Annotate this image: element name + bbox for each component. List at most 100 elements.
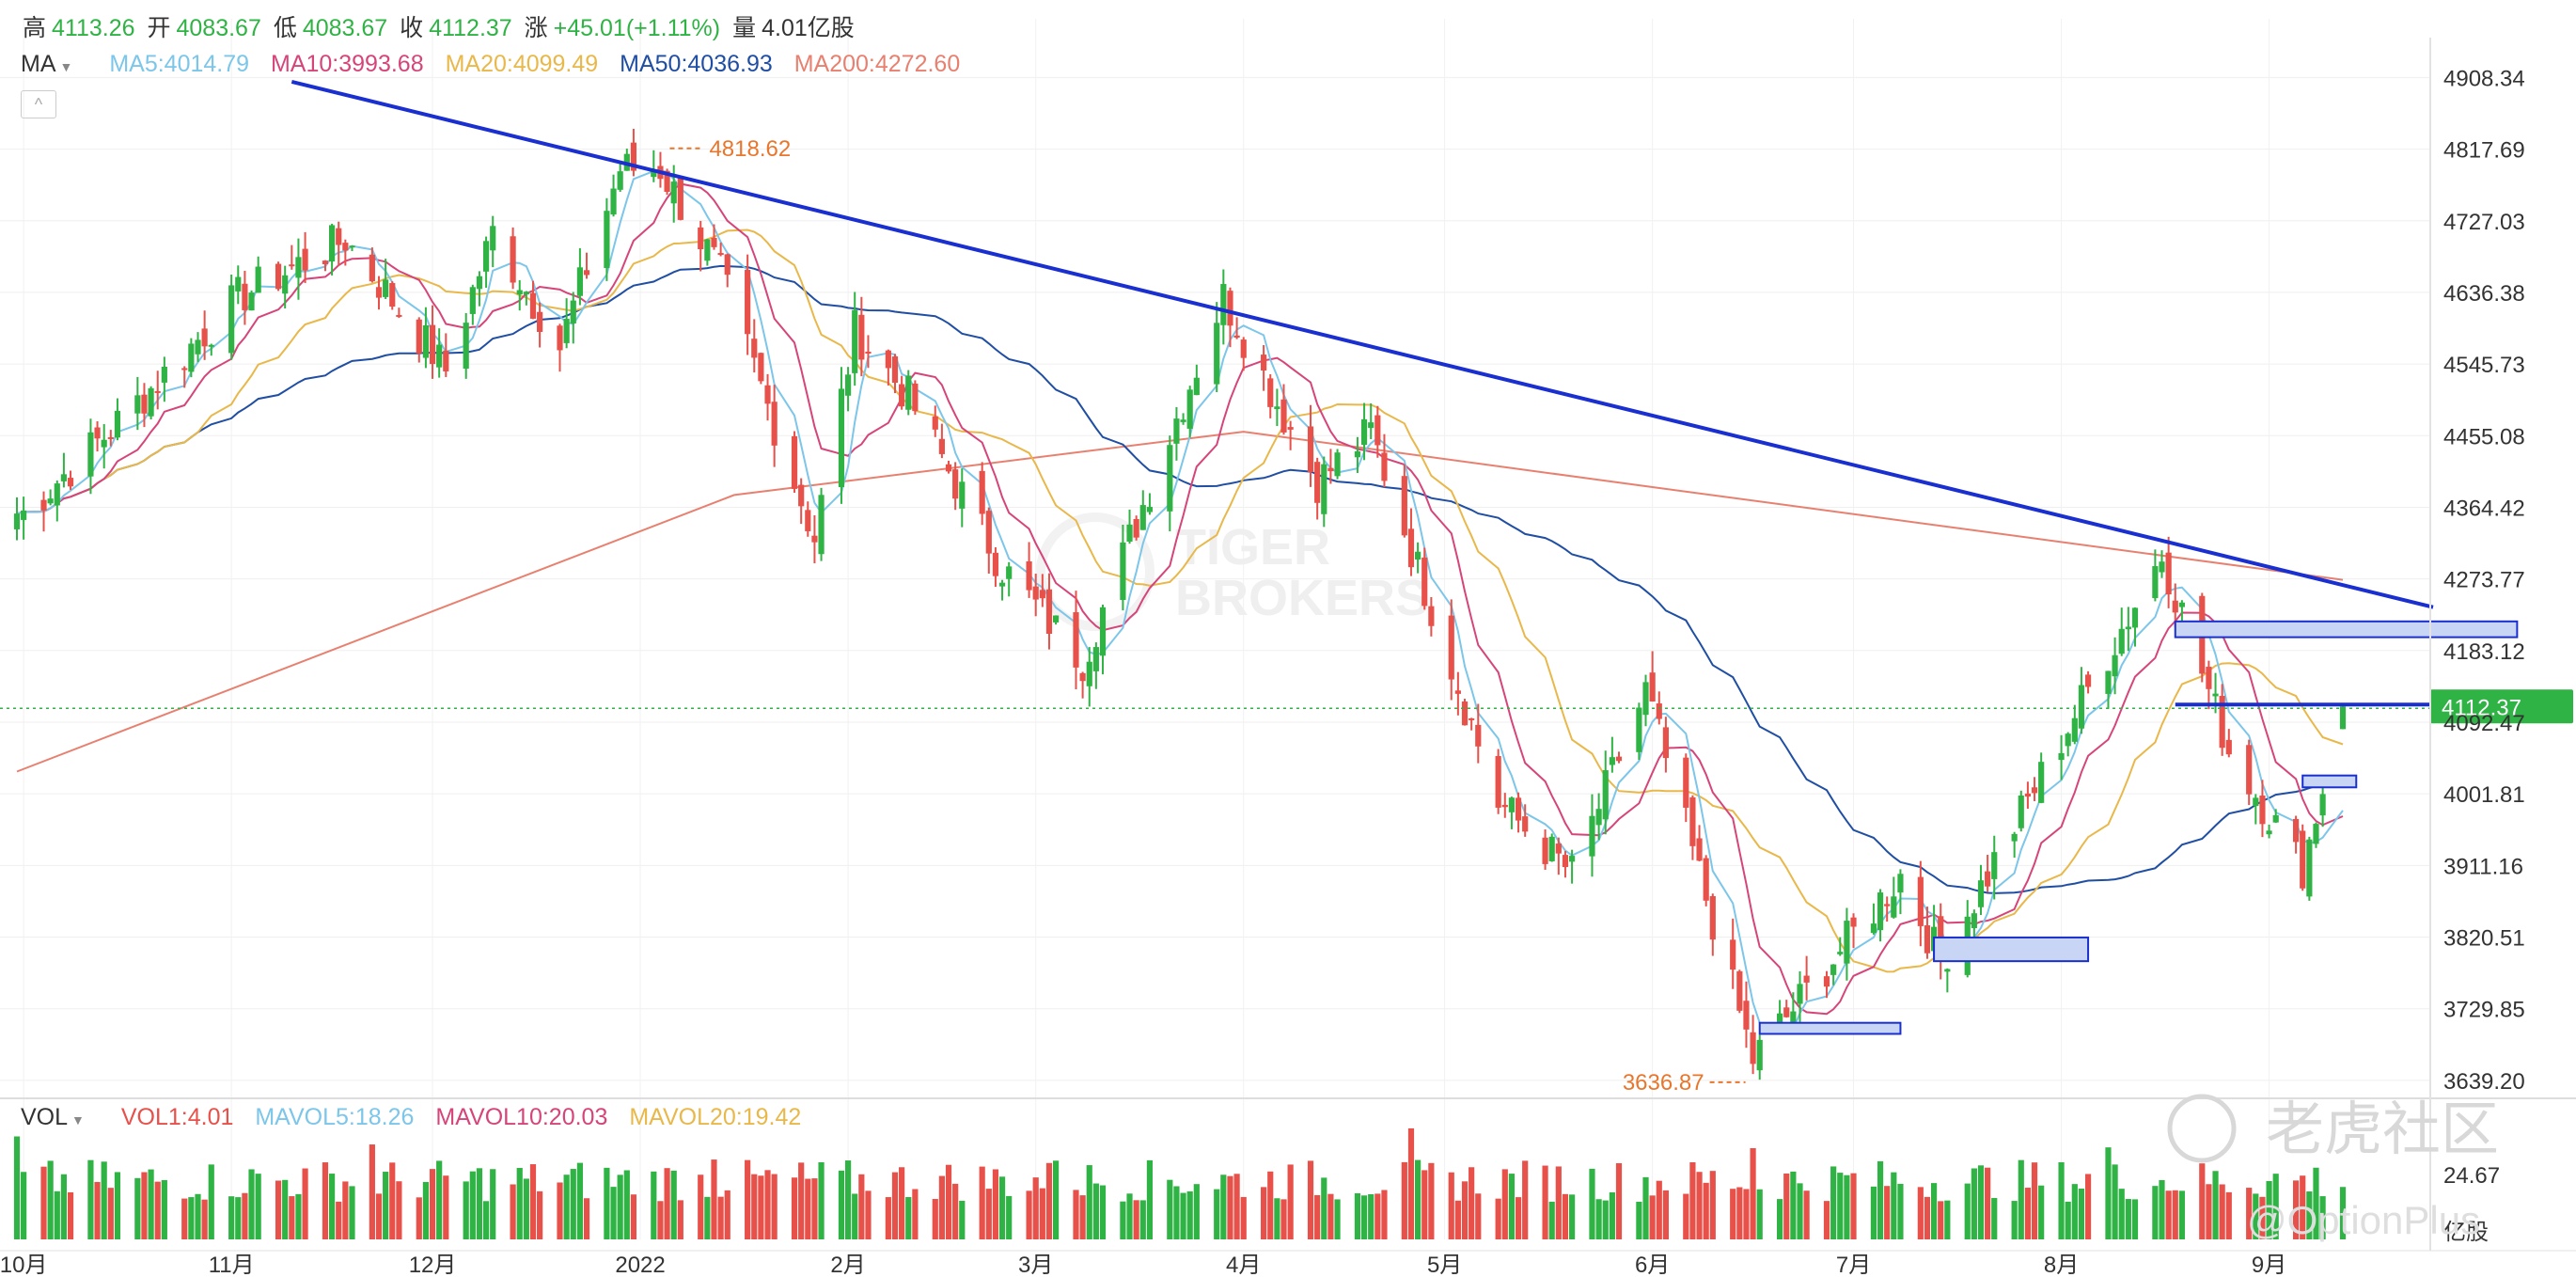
volume-bar bbox=[2219, 1184, 2225, 1239]
volume-bar bbox=[1750, 1148, 1756, 1239]
volume-bar bbox=[1079, 1195, 1086, 1239]
candle-body bbox=[295, 257, 302, 278]
volume-bar bbox=[1475, 1193, 1482, 1239]
ma-selector[interactable]: MA ▼ bbox=[21, 51, 87, 77]
volume-bar bbox=[1186, 1190, 1193, 1239]
y-tick-label: 4908.34 bbox=[2443, 66, 2525, 91]
candle-body bbox=[336, 228, 342, 245]
volume-bar bbox=[2300, 1175, 2306, 1239]
volume-bar bbox=[60, 1174, 68, 1239]
high-annotation: 4818.62 bbox=[709, 136, 791, 162]
x-tick-label: 4月 bbox=[1226, 1253, 1261, 1277]
candle-body bbox=[516, 290, 523, 295]
candle-body bbox=[1180, 419, 1186, 422]
candle-body bbox=[2024, 793, 2031, 797]
volume-bar bbox=[336, 1201, 342, 1239]
candle-body bbox=[1280, 399, 1287, 433]
volume-bar bbox=[2259, 1196, 2266, 1239]
candle-body bbox=[771, 402, 778, 446]
volume-bar bbox=[563, 1175, 570, 1239]
candle-body bbox=[2152, 566, 2159, 599]
volume-bar bbox=[235, 1197, 242, 1239]
ma-legend: MA ▼ MA5:4014.79 MA10:3993.68 MA20:4099.4… bbox=[21, 51, 975, 78]
candle-body bbox=[375, 287, 383, 298]
candle-body bbox=[1407, 528, 1415, 568]
volume-bar bbox=[1401, 1161, 1407, 1239]
candle-body bbox=[1783, 1007, 1790, 1017]
volume-bar bbox=[476, 1168, 483, 1239]
volume-bar bbox=[282, 1179, 289, 1239]
candle-body bbox=[1515, 797, 1522, 821]
candle-body bbox=[1086, 661, 1092, 686]
volume-bar bbox=[1334, 1199, 1341, 1239]
y-tick-label: 3911.16 bbox=[2443, 854, 2523, 879]
x-tick-label: 8月 bbox=[2044, 1253, 2079, 1277]
candle-body bbox=[1032, 586, 1039, 600]
volume-bar bbox=[2178, 1190, 2185, 1239]
candle-body bbox=[463, 323, 469, 370]
volume-bar bbox=[463, 1181, 469, 1239]
volume-bar bbox=[1736, 1187, 1743, 1239]
volume-bar bbox=[1589, 1168, 1595, 1239]
volume-bar bbox=[2292, 1180, 2300, 1239]
candle-body bbox=[2159, 561, 2165, 573]
candle-body bbox=[13, 513, 21, 529]
zone-september bbox=[2301, 774, 2358, 789]
volume-bar bbox=[745, 1159, 751, 1239]
candle-body bbox=[838, 388, 845, 488]
volume-unit-label: 亿股 bbox=[2443, 1220, 2489, 1245]
candle-body bbox=[1750, 1032, 1756, 1064]
volume-bar bbox=[576, 1162, 583, 1239]
volume-bar bbox=[604, 1167, 610, 1239]
volume-legend: VOL ▼ VOL1:4.01 MAVOL5:18.26 MAVOL10:20.0… bbox=[21, 1104, 816, 1131]
candles bbox=[13, 128, 2347, 1080]
volume-bar bbox=[1307, 1160, 1314, 1239]
volume-bar bbox=[1662, 1190, 1669, 1239]
candle-body bbox=[1026, 560, 1032, 591]
volume-bar bbox=[383, 1172, 389, 1239]
volume-bar bbox=[329, 1174, 336, 1239]
candle-body bbox=[811, 535, 818, 543]
volume-bar bbox=[1167, 1179, 1173, 1239]
volume-bar bbox=[510, 1184, 516, 1239]
candle-body bbox=[1649, 672, 1656, 702]
candle-body bbox=[1609, 757, 1615, 765]
volume-bar bbox=[1227, 1175, 1233, 1239]
volume-bar bbox=[1099, 1185, 1107, 1239]
candle-body bbox=[677, 178, 683, 220]
candle-body bbox=[1448, 615, 1454, 680]
candle-body bbox=[2038, 762, 2045, 803]
volume-bar bbox=[2058, 1161, 2065, 1239]
open-label: 开 bbox=[147, 15, 171, 41]
volume-bar bbox=[161, 1179, 167, 1239]
candle-body bbox=[1039, 590, 1045, 599]
volume-bar bbox=[114, 1172, 121, 1239]
vol-selector[interactable]: VOL ▼ bbox=[21, 1104, 100, 1130]
volume-bar bbox=[255, 1174, 261, 1239]
candle-body bbox=[396, 314, 402, 317]
volume-bar bbox=[899, 1167, 905, 1239]
volume-bar bbox=[1542, 1165, 1548, 1239]
ma50-line bbox=[16, 264, 2344, 894]
volume-bar bbox=[1985, 1167, 1991, 1239]
watermark-sub: BROKERS bbox=[1175, 570, 1429, 626]
candle-body bbox=[2105, 670, 2112, 694]
candle-body bbox=[2118, 628, 2125, 654]
volume-bar bbox=[40, 1166, 47, 1239]
candle-body bbox=[751, 339, 758, 358]
moving-averages bbox=[16, 167, 2344, 1034]
candle-body bbox=[2058, 752, 2065, 761]
volume-bar bbox=[490, 1169, 496, 1239]
collapse-button[interactable]: ^ bbox=[21, 90, 56, 118]
brand-handle: @OptionPlus bbox=[2247, 1198, 2480, 1242]
volume-bar bbox=[482, 1201, 490, 1239]
volume-bar bbox=[1287, 1164, 1294, 1239]
volume-bar bbox=[134, 1177, 141, 1239]
vol1-legend: VOL1:4.01 bbox=[120, 1104, 234, 1130]
volume-bar bbox=[181, 1198, 188, 1239]
y-tick-label: 4001.81 bbox=[2443, 782, 2525, 808]
candle-body bbox=[1401, 476, 1407, 536]
candle-body bbox=[1240, 339, 1247, 358]
volume-bar bbox=[912, 1189, 919, 1239]
volume-bar bbox=[670, 1170, 677, 1239]
